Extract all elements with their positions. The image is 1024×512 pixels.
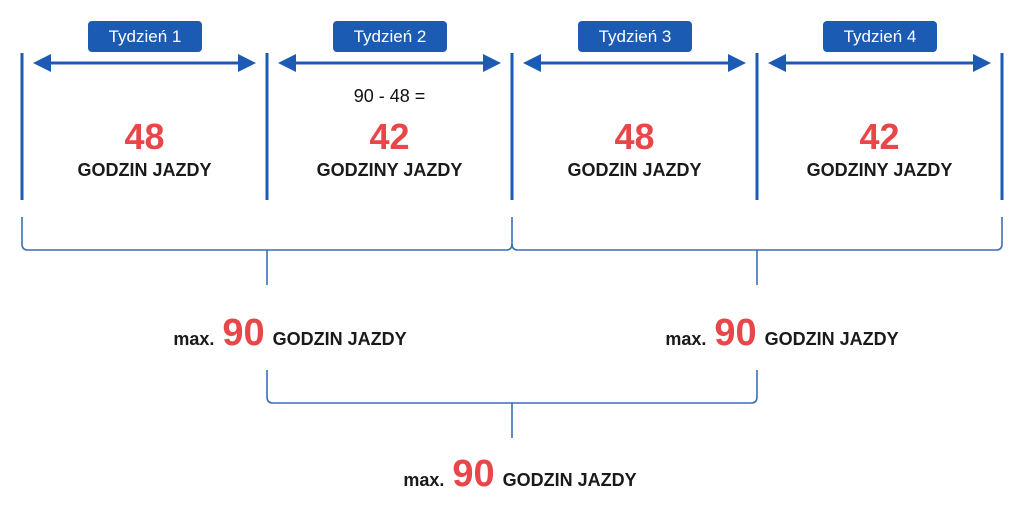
week-3-label: GODZIN JAZDY [567,160,702,180]
week-tag-3: Tydzień 3 [578,21,692,52]
bracket-weeks-2-3 [266,370,758,404]
limit-value: 90 [452,453,495,495]
limit-label: GODZIN JAZDY [764,329,899,349]
limit-weeks-3-4: max. 90 GODZIN JAZDY [582,312,982,355]
limit-weeks-1-2: max. 90 GODZIN JAZDY [90,312,490,355]
limit-value: 90 [714,312,757,354]
week-2-hours: 42 [369,116,410,157]
week-tag-1: Tydzień 1 [88,21,202,52]
week-2-label: GODZINY JAZDY [316,160,463,180]
limit-label: GODZIN JAZDY [502,470,637,490]
week-2-equation: 90 - 48 = [353,86,426,106]
limit-value: 90 [222,312,265,354]
week-dividers [20,53,1004,200]
bracket-weeks-1-2 [21,217,513,251]
limit-label: GODZIN JAZDY [272,329,407,349]
week-4-label: GODZINY JAZDY [806,160,953,180]
limit-prefix: max. [665,329,707,349]
week-tag-4: Tydzień 4 [823,21,937,52]
week-1-hours: 48 [124,116,165,157]
limit-weeks-2-3: max. 90 GODZIN JAZDY [320,453,720,496]
week-1-label: GODZIN JAZDY [77,160,212,180]
bracket-weeks-3-4 [511,217,1003,251]
week-4-hours: 42 [859,116,900,157]
limit-prefix: max. [403,470,445,490]
week-tag-2: Tydzień 2 [333,21,447,52]
week-3-hours: 48 [614,116,655,157]
brackets [21,217,1003,438]
limit-prefix: max. [173,329,215,349]
